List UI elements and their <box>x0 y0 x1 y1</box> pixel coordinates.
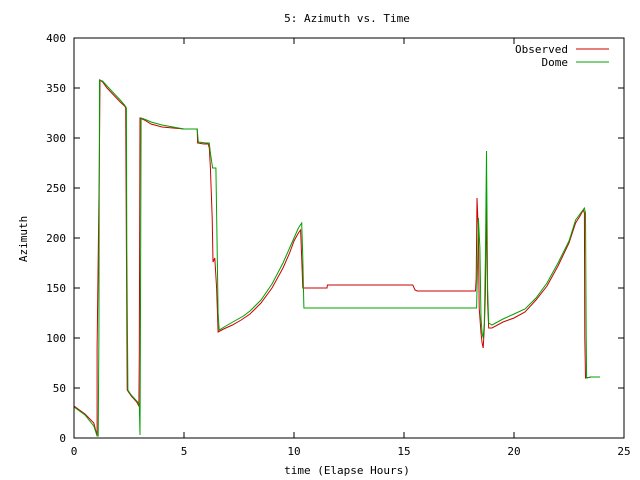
chart-title: 5: Azimuth vs. Time <box>284 12 410 25</box>
y-tick-label: 350 <box>46 82 66 95</box>
legend-label-dome: Dome <box>542 56 569 69</box>
series-line-observed <box>73 78 600 437</box>
y-tick-label: 250 <box>46 182 66 195</box>
y-tick-label: 400 <box>46 32 66 45</box>
plot-frame <box>73 37 625 439</box>
series-line-dome <box>73 79 600 437</box>
y-axis-label: Azimuth <box>17 216 30 262</box>
y-tick-label: 300 <box>46 132 66 145</box>
y-tick-label: 0 <box>59 432 66 445</box>
x-tick-label: 25 <box>617 445 630 458</box>
x-tick-label: 5 <box>181 445 188 458</box>
y-tick-label: 200 <box>46 232 66 245</box>
y-tick-label: 50 <box>53 382 66 395</box>
x-axis-label: time (Elapse Hours) <box>284 464 410 477</box>
legend: Observed Dome <box>515 43 609 69</box>
x-tick-label: 15 <box>397 445 410 458</box>
y-tick-label: 150 <box>46 282 66 295</box>
x-tick-label: 10 <box>287 445 300 458</box>
plot-series <box>73 78 600 437</box>
y-tick-label: 100 <box>46 332 66 345</box>
legend-label-observed: Observed <box>515 43 568 56</box>
x-tick-label: 0 <box>71 445 78 458</box>
x-tick-label: 20 <box>507 445 520 458</box>
